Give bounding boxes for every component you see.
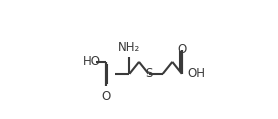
- Text: O: O: [101, 90, 110, 103]
- Text: HO: HO: [82, 55, 100, 68]
- Text: NH₂: NH₂: [118, 41, 141, 54]
- Text: S: S: [145, 67, 152, 80]
- Text: O: O: [177, 43, 187, 57]
- Text: OH: OH: [187, 67, 205, 80]
